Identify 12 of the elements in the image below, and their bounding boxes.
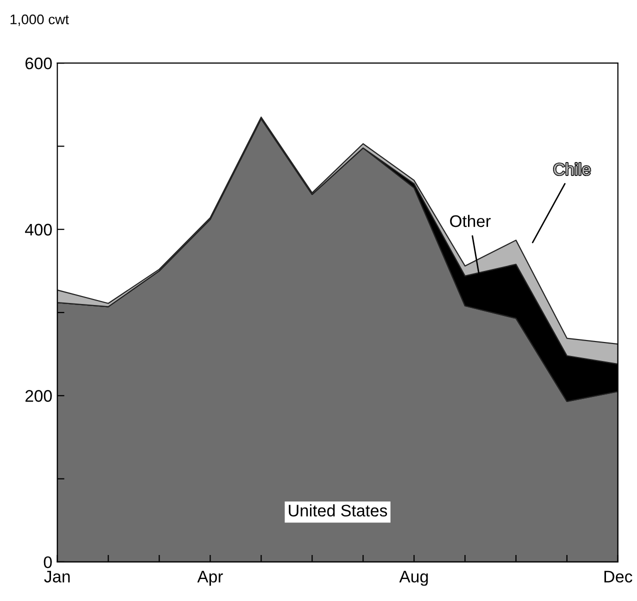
y-tick-label: 200 <box>26 390 52 402</box>
y-tick-label: 0 <box>44 556 52 568</box>
series-label: United States <box>288 504 388 517</box>
y-tick-label: 600 <box>26 58 52 70</box>
x-tick-label: Aug <box>399 570 428 586</box>
series-label: Other <box>450 214 491 228</box>
x-tick-label: Dec <box>604 570 632 583</box>
x-tick-label: Jan <box>44 570 70 583</box>
x-tick-label: Apr <box>197 570 223 586</box>
y-tick-label: 400 <box>25 224 52 236</box>
text: Chile <box>554 162 590 176</box>
y-axis-title: 1,000 cwt <box>10 14 69 26</box>
